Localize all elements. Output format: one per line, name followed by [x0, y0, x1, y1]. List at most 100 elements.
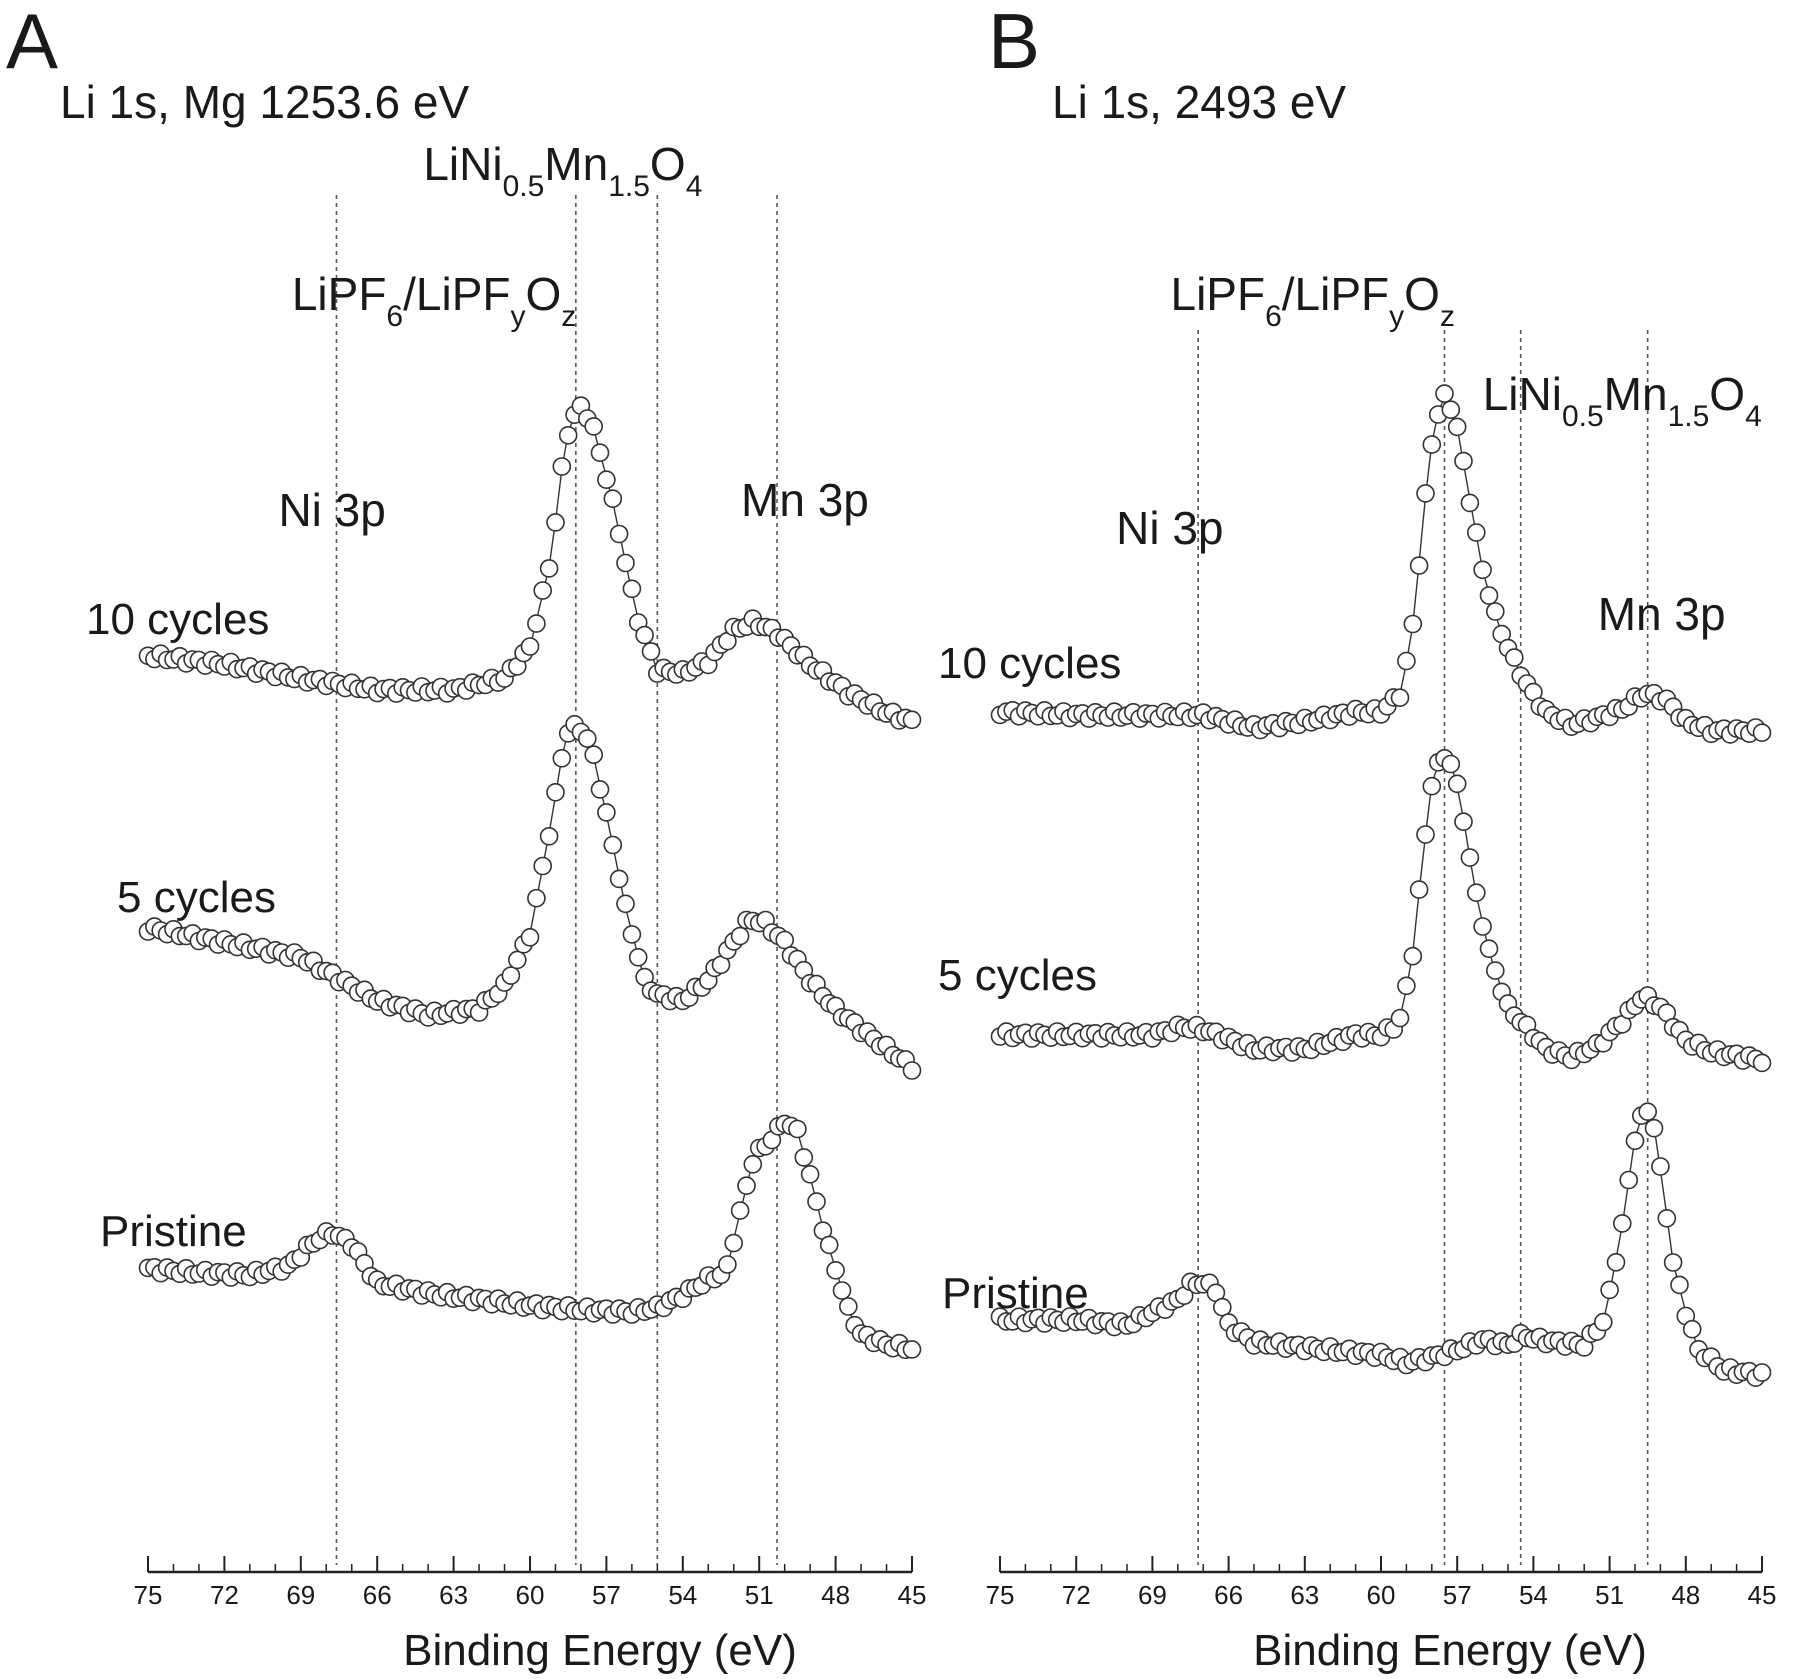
panel-b-tick-label: 51 [1595, 1580, 1624, 1610]
panel-b-data-point-10-cycles [1397, 651, 1416, 671]
panel-b-x-axis-label: Binding Energy (eV) [1253, 1626, 1647, 1675]
panel-b-data-point-10-cycles [1390, 688, 1410, 708]
panel-a-data-point-10-cycles [902, 710, 922, 730]
panel-a-ni3p-label: Ni 3p [278, 484, 385, 536]
panel-a-data-point-10-cycles [539, 559, 559, 578]
panel-b-traces [990, 384, 1772, 1387]
panel-a-data-point-pristine [902, 1340, 922, 1359]
panel-b-data-point-pristine [1657, 1209, 1677, 1228]
panel-b-data-point-5-cycles [1390, 1008, 1410, 1028]
panel-a-tick-label: 66 [363, 1580, 392, 1610]
panel-a-data-point-pristine [819, 1235, 839, 1255]
panel-a-data-point-5-cycles [730, 926, 750, 946]
panel-a-label-pristine: Pristine [100, 1207, 247, 1256]
panel-a-data-point-10-cycles [603, 489, 623, 509]
panel-b-data-point-10-cycles [1752, 723, 1772, 743]
panel-b-tick-label: 57 [1443, 1580, 1472, 1610]
panel-b-tick-label: 63 [1290, 1580, 1319, 1610]
panel-b-data-point-5-cycles [1752, 1053, 1772, 1073]
panel-a-tick-label: 69 [286, 1580, 315, 1610]
panel-b-lipf6-label: LiPF6/LiPFyOz [1171, 268, 1455, 333]
panel-a-data-point-pristine [807, 1192, 826, 1211]
panel-a-data-point-pristine [832, 1281, 852, 1300]
panel-b-linimno-label: LiNi0.5Mn1.5O4 [1483, 368, 1762, 433]
panel-a-data-point-pristine [724, 1233, 744, 1253]
panel-a-data-point-10-cycles [552, 457, 572, 476]
panel-b-tick-label: 60 [1367, 1580, 1396, 1610]
panel-a-data-point-10-cycles [635, 625, 654, 645]
panel-a-data-point-pristine [800, 1165, 820, 1184]
panel-b-label-5-cycles: 5 cycles [938, 951, 1097, 1000]
panel-b-data-point-5-cycles [1397, 976, 1416, 996]
panel-b-tick-label: 66 [1214, 1580, 1243, 1610]
panel-b-data-point-5-cycles [1403, 946, 1423, 966]
panel-b-ni3p-label: Ni 3p [1116, 502, 1223, 554]
panel-b-label-10-cycles: 10 cycles [938, 639, 1121, 688]
panel-a-data-point-5-cycles [584, 745, 604, 765]
panel-b-data-point-5-cycles [1422, 776, 1442, 796]
panel-a-data-point-5-cycles [552, 748, 572, 768]
panel-b-data-point-5-cycles [1409, 880, 1429, 899]
panel-a-data-point-pristine [718, 1255, 737, 1274]
panel-b-data-point-pristine [1682, 1319, 1702, 1339]
panel-b-data-point-10-cycles [1409, 556, 1429, 575]
panel-b-major-ticks: 75 72 69 66 63 60 57 54 51 48 45 [986, 1556, 1777, 1610]
panel-b-data-point-10-cycles [1403, 614, 1423, 634]
panel-a-traces [138, 396, 922, 1360]
panel-b-tick-label: 69 [1138, 1580, 1167, 1610]
panel-b-minor-ticks [1024, 1564, 1738, 1572]
panel-b-data-point-10-cycles [1435, 384, 1454, 403]
panel-a-data-point-10-cycles [584, 417, 604, 436]
panel-a-data-point-5-cycles [902, 1061, 922, 1080]
panel-b-data-point-10-cycles [1473, 560, 1492, 580]
panel-a-data-point-pristine [737, 1176, 756, 1195]
panel-b-data-point-5-cycles [1486, 961, 1505, 980]
panel-a-data-point-5-cycles [577, 729, 597, 748]
panel-a-mn3p-label: Mn 3p [741, 474, 869, 526]
panel-a-tick-label: 63 [439, 1580, 468, 1610]
panel-a-tick-label: 75 [134, 1580, 163, 1610]
panel-a-data-point-5-cycles [546, 782, 565, 802]
panel-a-data-point-10-cycles [546, 513, 565, 532]
panel-a-data-point-5-cycles [590, 780, 610, 799]
panel-a-data-point-5-cycles [533, 856, 553, 876]
panel-a-data-point-10-cycles [590, 443, 610, 463]
panel-b-data-point-10-cycles [1454, 451, 1473, 471]
panel-a-data-point-5-cycles [539, 826, 559, 846]
panel-a-tick-label: 51 [745, 1580, 774, 1610]
panel-b-tick-label: 75 [986, 1580, 1015, 1610]
panel-a-label-10-cycles: 10 cycles [86, 595, 269, 644]
panel-b-title: Li 1s, 2493 eV [1052, 76, 1346, 128]
panel-a-data-point-5-cycles [520, 927, 540, 947]
panel-a-data-point-10-cycles [622, 579, 642, 599]
panel-b-data-point-10-cycles [1460, 493, 1480, 513]
panel-a-data-point-10-cycles [597, 470, 616, 490]
panel-a-data-point-5-cycles [775, 930, 795, 950]
panel-b-data-point-pristine [1752, 1363, 1772, 1382]
panel-b-data-point-10-cycles [1505, 648, 1524, 667]
panel-b-data-point-pristine [1625, 1131, 1645, 1151]
panel-a-data-point-5-cycles [501, 966, 521, 985]
panel-a-tick-label: 57 [592, 1580, 621, 1610]
panel-b-data-point-5-cycles [1441, 754, 1461, 774]
panel-b-x-axis: 75 72 69 66 63 60 57 54 51 48 45 Binding Energy (e… [986, 1556, 1777, 1675]
panel-letter-b: B [988, 0, 1040, 85]
panel-b-reference-lines [1197, 330, 1649, 1565]
panel-a-data-point-10-cycles [641, 642, 661, 661]
panel-b-data-point-pristine [1663, 1253, 1683, 1272]
panel-b-data-point-5-cycles [1460, 848, 1480, 867]
panel-a-data-point-5-cycles [609, 869, 629, 889]
panel-b-data-point-10-cycles [1441, 400, 1461, 420]
panel-a-data-point-5-cycles [507, 950, 527, 970]
panel-a-data-point-10-cycles [616, 553, 635, 573]
panel-a-tick-label: 54 [668, 1580, 697, 1610]
panel-b-tick-label: 45 [1748, 1580, 1777, 1610]
panel-a: A Li 1s, Mg 1253.6 eV Ni 3p LiPF6/LiPFyO… [6, 0, 926, 1675]
panel-b-data-point-pristine [1613, 1214, 1632, 1233]
panel-a-data-point-10-cycles [533, 581, 553, 600]
panel-b-tick-label: 54 [1519, 1580, 1548, 1610]
panel-a-tick-label: 60 [516, 1580, 545, 1610]
panel-b-data-point-5-cycles [1416, 825, 1435, 844]
panel-b-data-point-pristine [1638, 1102, 1657, 1121]
panel-a-lipf6-label: LiPF6/LiPFyOz [292, 268, 576, 333]
